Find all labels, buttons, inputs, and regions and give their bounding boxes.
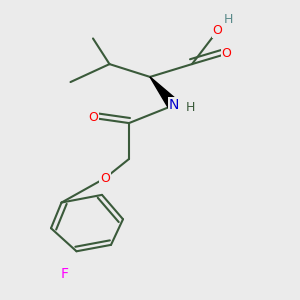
Text: O: O	[213, 24, 222, 37]
Polygon shape	[150, 77, 179, 108]
Text: O: O	[100, 172, 110, 185]
Text: O: O	[88, 111, 98, 124]
Text: H: H	[223, 13, 233, 26]
Text: H: H	[186, 101, 195, 114]
Text: O: O	[222, 47, 231, 60]
Text: F: F	[61, 267, 68, 281]
Text: N: N	[169, 98, 179, 112]
